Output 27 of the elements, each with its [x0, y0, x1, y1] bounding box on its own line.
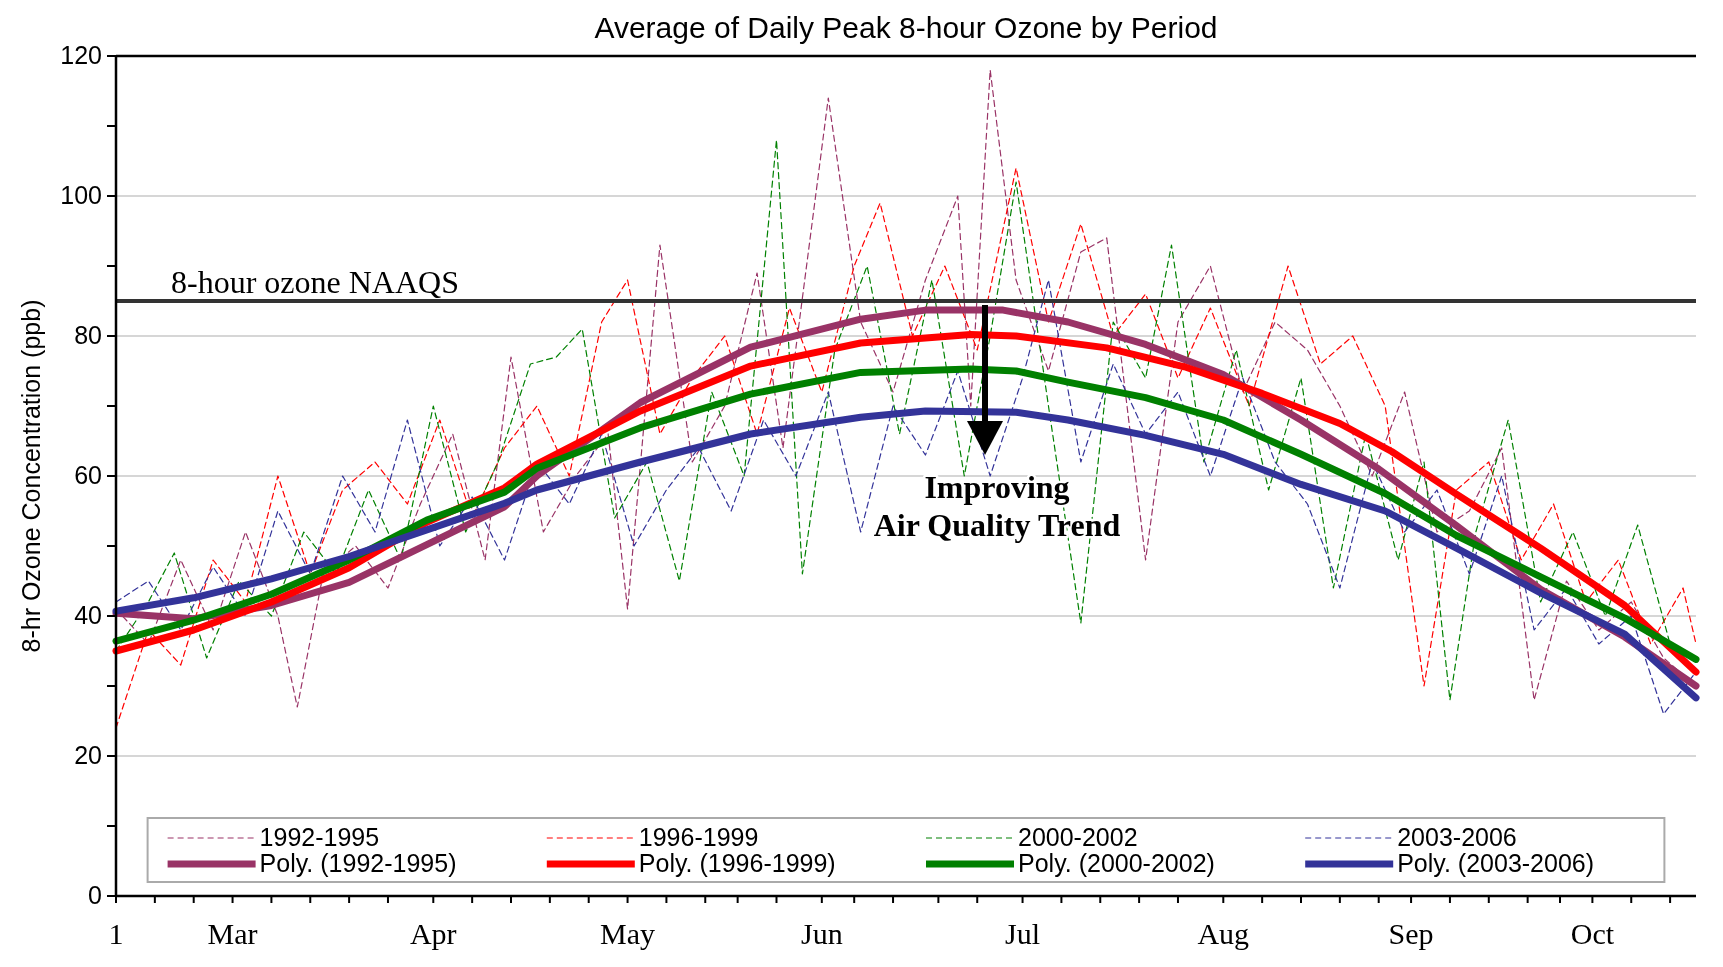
x-tick-label: Aug — [1197, 917, 1250, 950]
y-tick-label: 80 — [74, 321, 102, 349]
x-tick-label: Apr — [409, 917, 457, 950]
x-tick-label: 1 — [108, 917, 124, 950]
x-tick-label: May — [600, 917, 656, 950]
y-tick-label: 20 — [74, 741, 102, 769]
y-tick-label: 120 — [60, 41, 102, 69]
y-tick-label: 100 — [60, 181, 102, 209]
legend-label: 2003-2006 — [1397, 823, 1517, 851]
ref-line-label: 8-hour ozone NAAQS — [171, 264, 459, 300]
y-tick-label: 60 — [74, 461, 102, 489]
x-tick-label: Mar — [207, 917, 258, 950]
legend-label: Poly. (1996-1999) — [638, 849, 836, 877]
legend-label: 1996-1999 — [638, 823, 759, 851]
legend-label: Poly. (1992-1995) — [259, 849, 457, 877]
x-tick-label: Jun — [800, 917, 843, 950]
legend-label: Poly. (2000-2002) — [1018, 849, 1215, 877]
y-axis-title: 8-hr Ozone Concentration (ppb) — [17, 299, 45, 653]
y-tick-label: 0 — [88, 881, 102, 909]
legend-label: Poly. (2003-2006) — [1397, 849, 1595, 877]
chart-title: Average of Daily Peak 8-hour Ozone by Period — [594, 11, 1218, 44]
legend-label: 2000-2002 — [1018, 823, 1138, 851]
y-tick-label: 40 — [74, 601, 102, 629]
x-tick-label: Sep — [1388, 917, 1434, 950]
x-tick-label: Jul — [1005, 917, 1041, 950]
x-tick-label: Oct — [1570, 917, 1615, 950]
legend-label: 1992-1995 — [259, 823, 380, 851]
